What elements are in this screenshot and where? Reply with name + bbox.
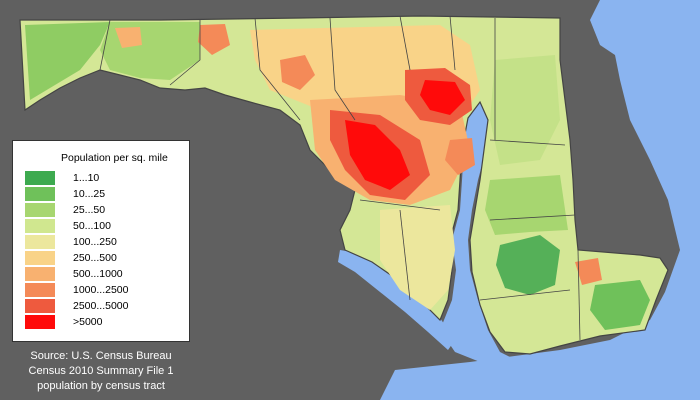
eastern-shore-rural (485, 175, 568, 235)
legend-swatch (25, 203, 55, 217)
legend-swatch (25, 251, 55, 265)
legend-title: Population per sq. mile (61, 152, 168, 164)
legend-label: 25...50 (73, 204, 106, 216)
legend-row: 500...1000 (25, 267, 185, 283)
legend: Population per sq. mile 1...10 10...25 2… (12, 140, 190, 342)
worcester-forest (590, 280, 650, 330)
legend-label: 50...100 (73, 220, 111, 232)
legend-row: 25...50 (25, 203, 185, 219)
legend-row: 100...250 (25, 235, 185, 251)
county-borders (99, 15, 581, 341)
source-line: population by census tract (37, 380, 165, 392)
dorchester-marsh (496, 235, 560, 295)
legend-label: 1000...2500 (73, 284, 129, 296)
dc-suburbs-core (345, 120, 410, 190)
legend-row: 1000...2500 (25, 283, 185, 299)
hagerstown-area (198, 24, 230, 55)
legend-label: 1...10 (73, 172, 100, 184)
southern-maryland-rural (380, 205, 455, 310)
potomac-river (338, 250, 455, 350)
source-line: Source: U.S. Census Bureau (30, 350, 172, 362)
source-line: Census 2010 Summary File 1 (28, 365, 174, 377)
legend-label: 250...500 (73, 252, 117, 264)
legend-label: >5000 (73, 316, 103, 328)
legend-swatch (25, 187, 55, 201)
delaware-bay (590, 0, 640, 55)
baltimore-core (420, 80, 465, 115)
atlantic-ocean (380, 0, 700, 400)
legend-swatch (25, 219, 55, 233)
western-forest-region (25, 22, 110, 100)
legend-label: 10...25 (73, 188, 106, 200)
legend-label: 100...250 (73, 236, 117, 248)
cumberland-area (115, 27, 142, 48)
upper-shore-rural (490, 55, 560, 165)
legend-label: 500...1000 (73, 268, 123, 280)
legend-swatch (25, 235, 55, 249)
salisbury-area (575, 258, 602, 285)
source-caption: Source: U.S. Census Bureau Census 2010 S… (6, 349, 196, 394)
legend-swatch (25, 267, 55, 281)
legend-row: 1...10 (25, 171, 185, 187)
legend-label: 2500...5000 (73, 300, 129, 312)
frederick-area (280, 55, 315, 90)
legend-row: >5000 (25, 315, 185, 331)
legend-swatch (25, 315, 55, 329)
annapolis-area (445, 138, 475, 175)
legend-row: 10...25 (25, 187, 185, 203)
chesapeake-bay (440, 95, 520, 362)
legend-swatch (25, 299, 55, 313)
legend-swatch (25, 171, 55, 185)
legend-row: 50...100 (25, 219, 185, 235)
legend-row: 250...500 (25, 251, 185, 267)
legend-row: 2500...5000 (25, 299, 185, 315)
legend-swatch (25, 283, 55, 297)
